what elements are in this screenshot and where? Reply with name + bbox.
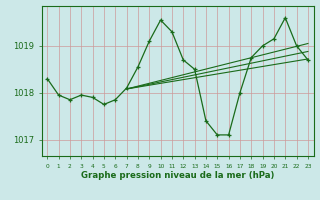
X-axis label: Graphe pression niveau de la mer (hPa): Graphe pression niveau de la mer (hPa) <box>81 171 274 180</box>
